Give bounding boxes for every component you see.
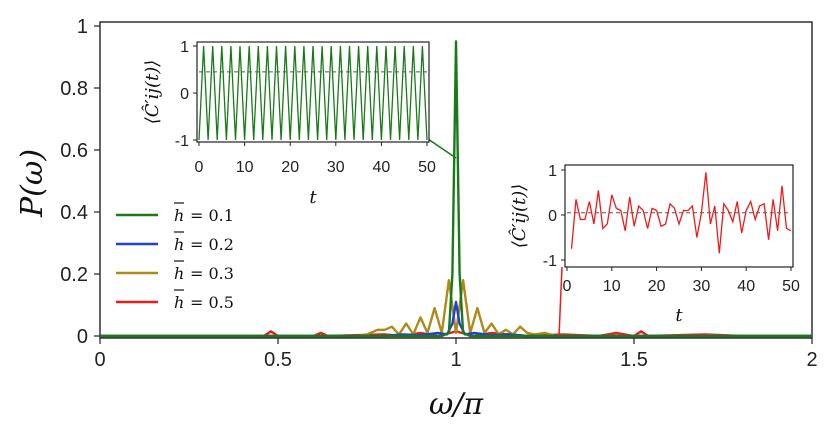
inset1-xlabel: t xyxy=(309,187,317,208)
inset2-connector xyxy=(558,266,563,337)
inset-x-tick-label: 30 xyxy=(327,159,345,176)
inset-y-tick-label: 0 xyxy=(548,208,557,225)
x-axis-label: ω/π xyxy=(429,387,485,422)
series-line-02 xyxy=(100,300,812,338)
inset-y-tick-label: -1 xyxy=(543,253,557,270)
inset-x-tick-label: 0 xyxy=(195,159,204,176)
inset-series-line xyxy=(198,45,428,141)
x-tick-label: 0.5 xyxy=(264,349,292,371)
inset-y-tick-label: 1 xyxy=(180,39,189,56)
inset-x-tick-label: 40 xyxy=(737,278,755,295)
inset2-frame xyxy=(564,164,794,268)
inset2-xlabel: t xyxy=(675,305,683,326)
series-line-03 xyxy=(100,279,812,338)
inset-series-line xyxy=(570,172,792,254)
legend-label-value: = 0.5 xyxy=(190,293,234,312)
legend-label-symbol: h xyxy=(174,264,184,283)
inset1-ylabel: ⟨Ĉ′ij(t)⟩ xyxy=(140,60,163,125)
inset-x-tick-label: 30 xyxy=(693,278,711,295)
series-line-01 xyxy=(100,40,812,338)
legend-label-value: = 0.1 xyxy=(190,206,234,225)
x-tick-label: 2 xyxy=(806,349,817,371)
inset-x-tick-label: 40 xyxy=(373,159,391,176)
inset-x-tick-label: 0 xyxy=(563,278,572,295)
y-tick-label: 0 xyxy=(77,326,88,348)
inset2-ylabel: ⟨Ĉ′ij(t)⟩ xyxy=(507,184,530,249)
y-tick-label: 0.2 xyxy=(60,264,88,286)
inset-x-tick-label: 10 xyxy=(603,278,621,295)
inset-x-tick-label: 50 xyxy=(782,278,800,295)
inset-x-tick-label: 10 xyxy=(236,159,254,176)
inset-x-tick-label: 20 xyxy=(648,278,666,295)
inset1-connector xyxy=(427,138,457,159)
legend-label-symbol: h xyxy=(174,293,184,312)
inset-x-tick-label: 20 xyxy=(281,159,299,176)
legend-label-symbol: h xyxy=(174,206,184,225)
inset-y-tick-label: -1 xyxy=(175,133,189,150)
inset-y-tick-label: 1 xyxy=(548,163,557,180)
x-tick-label: 1.5 xyxy=(620,349,648,371)
legend-label-value: = 0.3 xyxy=(190,264,234,283)
x-tick-label: 1 xyxy=(450,349,461,371)
legend-label-value: = 0.2 xyxy=(190,235,234,254)
y-tick-label: 0.4 xyxy=(60,202,88,224)
y-tick-label: 0.6 xyxy=(60,140,88,162)
y-tick-label: 1 xyxy=(77,16,88,38)
legend-label-symbol: h xyxy=(174,235,184,254)
y-axis-label: P(ω) xyxy=(15,149,50,218)
y-tick-label: 0.8 xyxy=(60,78,88,100)
legend: h = 0.1 h = 0.2 h = 0.3 h = 0.5 xyxy=(116,202,234,312)
inset-x-tick-label: 50 xyxy=(418,159,436,176)
inset-y-tick-label: 0 xyxy=(180,86,189,103)
x-tick-label: 0 xyxy=(94,349,105,371)
